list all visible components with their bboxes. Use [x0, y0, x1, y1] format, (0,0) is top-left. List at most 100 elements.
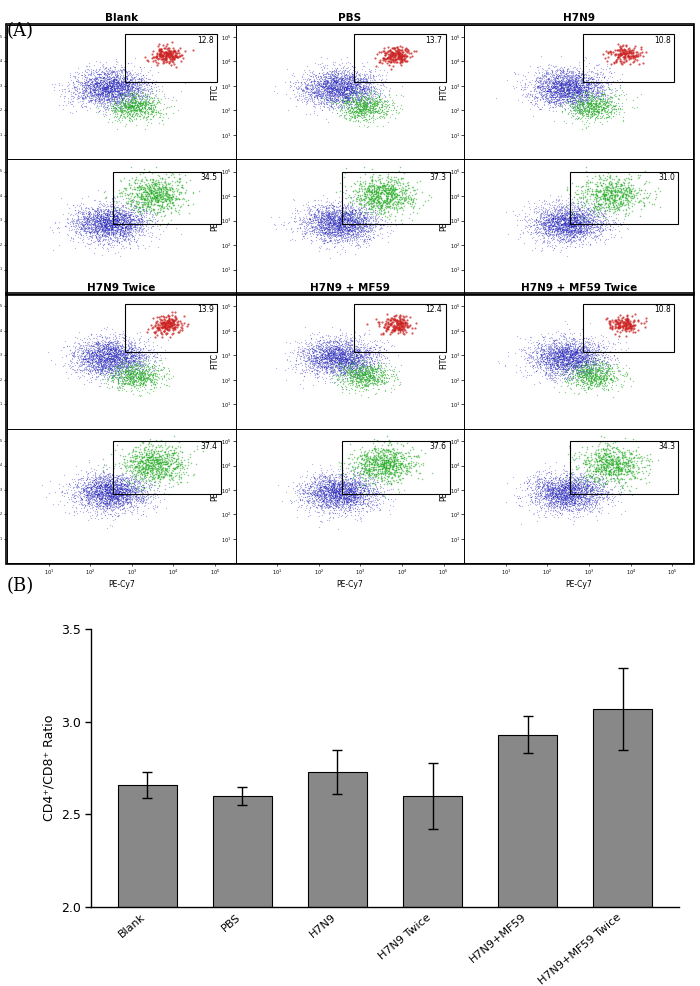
- Point: [552, 367, 564, 383]
- Point: [283, 478, 294, 494]
- Point: [135, 376, 146, 391]
- Point: [318, 338, 329, 354]
- Point: [332, 93, 344, 108]
- Point: [136, 205, 148, 221]
- Point: [553, 213, 564, 229]
- Point: [307, 222, 318, 238]
- Point: [322, 213, 333, 229]
- Point: [554, 359, 565, 375]
- Point: [557, 215, 568, 231]
- Point: [539, 220, 550, 236]
- Point: [569, 74, 580, 90]
- Point: [360, 98, 371, 113]
- Point: [592, 367, 603, 383]
- Point: [131, 348, 142, 364]
- Point: [382, 104, 393, 119]
- Point: [342, 79, 354, 95]
- Point: [601, 368, 612, 384]
- Point: [109, 226, 120, 242]
- Point: [145, 100, 156, 115]
- Point: [103, 371, 114, 387]
- Point: [379, 455, 390, 470]
- Point: [559, 342, 570, 358]
- Point: [314, 468, 326, 484]
- Point: [315, 93, 326, 108]
- Point: [103, 203, 114, 219]
- Point: [553, 74, 564, 90]
- Point: [131, 106, 142, 121]
- Point: [578, 213, 589, 229]
- Point: [563, 477, 574, 493]
- Point: [118, 349, 130, 365]
- Point: [525, 489, 536, 505]
- Point: [139, 182, 150, 198]
- Point: [102, 380, 113, 395]
- Point: [337, 86, 348, 102]
- Point: [619, 448, 630, 463]
- Point: [386, 460, 398, 476]
- Point: [545, 494, 556, 510]
- Point: [86, 507, 97, 523]
- Point: [101, 207, 112, 223]
- Point: [321, 215, 332, 231]
- Point: [395, 315, 406, 330]
- Point: [554, 191, 565, 207]
- Point: [564, 217, 575, 233]
- Point: [93, 213, 104, 229]
- Point: [139, 216, 150, 232]
- Point: [306, 343, 317, 359]
- Point: [118, 452, 130, 467]
- Point: [143, 201, 154, 217]
- Point: [550, 216, 561, 232]
- Point: [88, 478, 99, 494]
- Point: [631, 99, 643, 114]
- Point: [94, 346, 106, 362]
- Point: [117, 352, 128, 368]
- Point: [550, 83, 561, 99]
- Point: [386, 181, 398, 197]
- Point: [576, 369, 587, 385]
- Point: [550, 215, 561, 231]
- Point: [115, 360, 126, 376]
- Point: [542, 474, 553, 490]
- Point: [106, 357, 118, 373]
- Point: [316, 78, 327, 94]
- Point: [111, 492, 122, 508]
- Point: [134, 211, 145, 227]
- Point: [106, 350, 118, 366]
- Point: [545, 206, 557, 222]
- Point: [358, 94, 369, 109]
- Point: [279, 345, 290, 361]
- Point: [346, 213, 357, 229]
- Point: [318, 473, 329, 489]
- Point: [360, 365, 371, 381]
- Point: [564, 236, 575, 251]
- Point: [331, 493, 342, 509]
- Point: [580, 230, 591, 246]
- Point: [303, 62, 314, 78]
- Point: [124, 208, 135, 224]
- Point: [561, 87, 572, 103]
- Point: [121, 345, 132, 361]
- Point: [156, 185, 167, 201]
- Point: [79, 216, 90, 232]
- Point: [309, 350, 321, 366]
- Point: [377, 50, 388, 66]
- Point: [308, 348, 319, 364]
- Point: [306, 340, 317, 356]
- Point: [612, 469, 623, 485]
- Point: [344, 210, 356, 226]
- Point: [101, 231, 112, 246]
- Point: [362, 377, 373, 392]
- Point: [343, 359, 354, 375]
- Point: [333, 361, 344, 377]
- Point: [78, 360, 89, 376]
- Point: [382, 191, 393, 207]
- Point: [557, 77, 568, 93]
- Point: [374, 85, 385, 101]
- Point: [356, 211, 367, 227]
- Point: [161, 315, 172, 330]
- Point: [583, 366, 594, 382]
- Point: [601, 183, 612, 199]
- Point: [76, 90, 88, 106]
